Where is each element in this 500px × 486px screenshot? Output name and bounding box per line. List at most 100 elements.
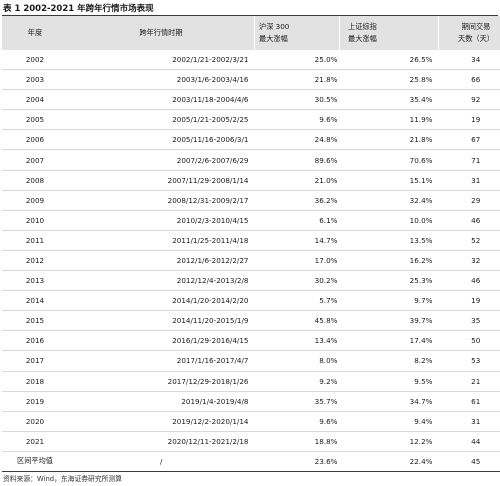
cell-sh-max-gain: 17.4% [340,331,439,351]
cell-period: 2010/2/3-2010/4/15 [68,210,255,230]
cell-trading-days: 19 [439,291,500,311]
cell-period: 2019/1/4-2019/4/8 [68,391,255,411]
cell-sh-max-gain: 8.2% [340,351,439,371]
cell-sh-max-gain: 13.5% [340,230,439,250]
cell-sh-max-gain: 34.7% [340,391,439,411]
cell-hs300-max-gain: 25.0% [255,50,340,70]
header-sh-line1: 上证综指 [348,21,438,33]
cell-trading-days: 19 [439,110,500,130]
header-row: 年度 跨年行情时期 沪深 300 最大涨幅 上证综指 最大涨幅 期间交易 天数（… [2,16,500,50]
cell-sh-max-gain: 39.7% [340,311,439,331]
cell-hs300-max-gain: 30.2% [255,271,340,291]
cell-sh-max-gain: 10.0% [340,210,439,230]
average-sh: 22.4% [340,451,439,471]
cell-sh-max-gain: 35.4% [340,90,439,110]
header-days-line2: 天数（天） [439,33,500,45]
cell-hs300-max-gain: 9.6% [255,110,340,130]
cell-hs300-max-gain: 14.7% [255,230,340,250]
cell-year: 2010 [2,210,68,230]
cell-sh-max-gain: 25.3% [340,271,439,291]
cell-year: 2011 [2,230,68,250]
cell-sh-max-gain: 25.8% [340,70,439,90]
average-hs300: 23.6% [255,451,340,471]
cell-period: 2002/1/21-2002/3/21 [68,50,255,70]
cell-hs300-max-gain: 24.8% [255,130,340,150]
cell-year: 2019 [2,391,68,411]
cell-hs300-max-gain: 21.0% [255,170,340,190]
cell-year: 2021 [2,431,68,451]
header-period: 跨年行情时期 [68,16,255,50]
cell-hs300-max-gain: 9.6% [255,411,340,431]
cell-period: 2020/12/11-2021/2/18 [68,431,255,451]
average-period: / [68,451,255,471]
cell-year: 2013 [2,271,68,291]
cell-trading-days: 29 [439,190,500,210]
header-days-line1: 期间交易 [439,21,500,33]
cell-trading-days: 31 [439,411,500,431]
data-source-note: 资料来源：Wind，东海证券研究所测算 [2,472,498,486]
cell-hs300-max-gain: 17.0% [255,250,340,270]
header-sh-line2: 最大涨幅 [348,33,438,45]
cell-sh-max-gain: 9.4% [340,411,439,431]
cell-period: 2003/11/18-2004/4/6 [68,90,255,110]
average-row: 区间平均值 / 23.6% 22.4% 45 [2,451,500,471]
cell-trading-days: 31 [439,170,500,190]
cell-period: 2017/1/16-2017/4/7 [68,351,255,371]
cell-period: 2017/12/29-2018/1/26 [68,371,255,391]
cell-year: 2014 [2,291,68,311]
cell-sh-max-gain: 70.6% [340,150,439,170]
cell-trading-days: 50 [439,331,500,351]
cell-period: 2007/11/29-2008/1/14 [68,170,255,190]
cell-hs300-max-gain: 21.8% [255,70,340,90]
cell-year: 2012 [2,250,68,270]
table-title: 表 1 2002-2021 年跨年行情市场表现 [2,3,498,16]
cell-year: 2004 [2,90,68,110]
header-hs300-line2: 最大涨幅 [259,33,339,45]
cell-hs300-max-gain: 36.2% [255,190,340,210]
cell-hs300-max-gain: 6.1% [255,210,340,230]
cell-sh-max-gain: 11.9% [340,110,439,130]
header-sh-composite: 上证综指 最大涨幅 [340,16,439,50]
cell-trading-days: 46 [439,271,500,291]
cell-trading-days: 44 [439,431,500,451]
cell-period: 2005/1/21-2005/2/25 [68,110,255,130]
cell-trading-days: 52 [439,230,500,250]
average-days: 45 [439,451,500,471]
cell-trading-days: 46 [439,210,500,230]
report-page: 表 1 2002-2021 年跨年行情市场表现 年度 跨年行情时期 沪深 300… [0,0,500,404]
cell-year: 2005 [2,110,68,130]
cell-year: 2018 [2,371,68,391]
cell-period: 2014/11/20-2015/1/9 [68,311,255,331]
cell-period: 2012/12/4-2013/2/8 [68,271,255,291]
cell-year: 2009 [2,190,68,210]
cell-year: 2008 [2,170,68,190]
cell-hs300-max-gain: 89.6% [255,150,340,170]
cell-period: 2016/1/29-2016/4/15 [68,331,255,351]
cell-year: 2017 [2,351,68,371]
cell-sh-max-gain: 9.7% [340,291,439,311]
cell-period: 2012/1/6-2012/2/27 [68,250,255,270]
cell-year: 2003 [2,70,68,90]
cell-sh-max-gain: 16.2% [340,250,439,270]
cell-sh-max-gain: 26.5% [340,50,439,70]
cell-year: 2007 [2,150,68,170]
cell-period: 2007/2/6-2007/6/29 [68,150,255,170]
header-trading-days: 期间交易 天数（天） [439,16,500,50]
cell-hs300-max-gain: 35.7% [255,391,340,411]
cell-trading-days: 67 [439,130,500,150]
header-hs300: 沪深 300 最大涨幅 [255,16,340,50]
cell-trading-days: 61 [439,391,500,411]
